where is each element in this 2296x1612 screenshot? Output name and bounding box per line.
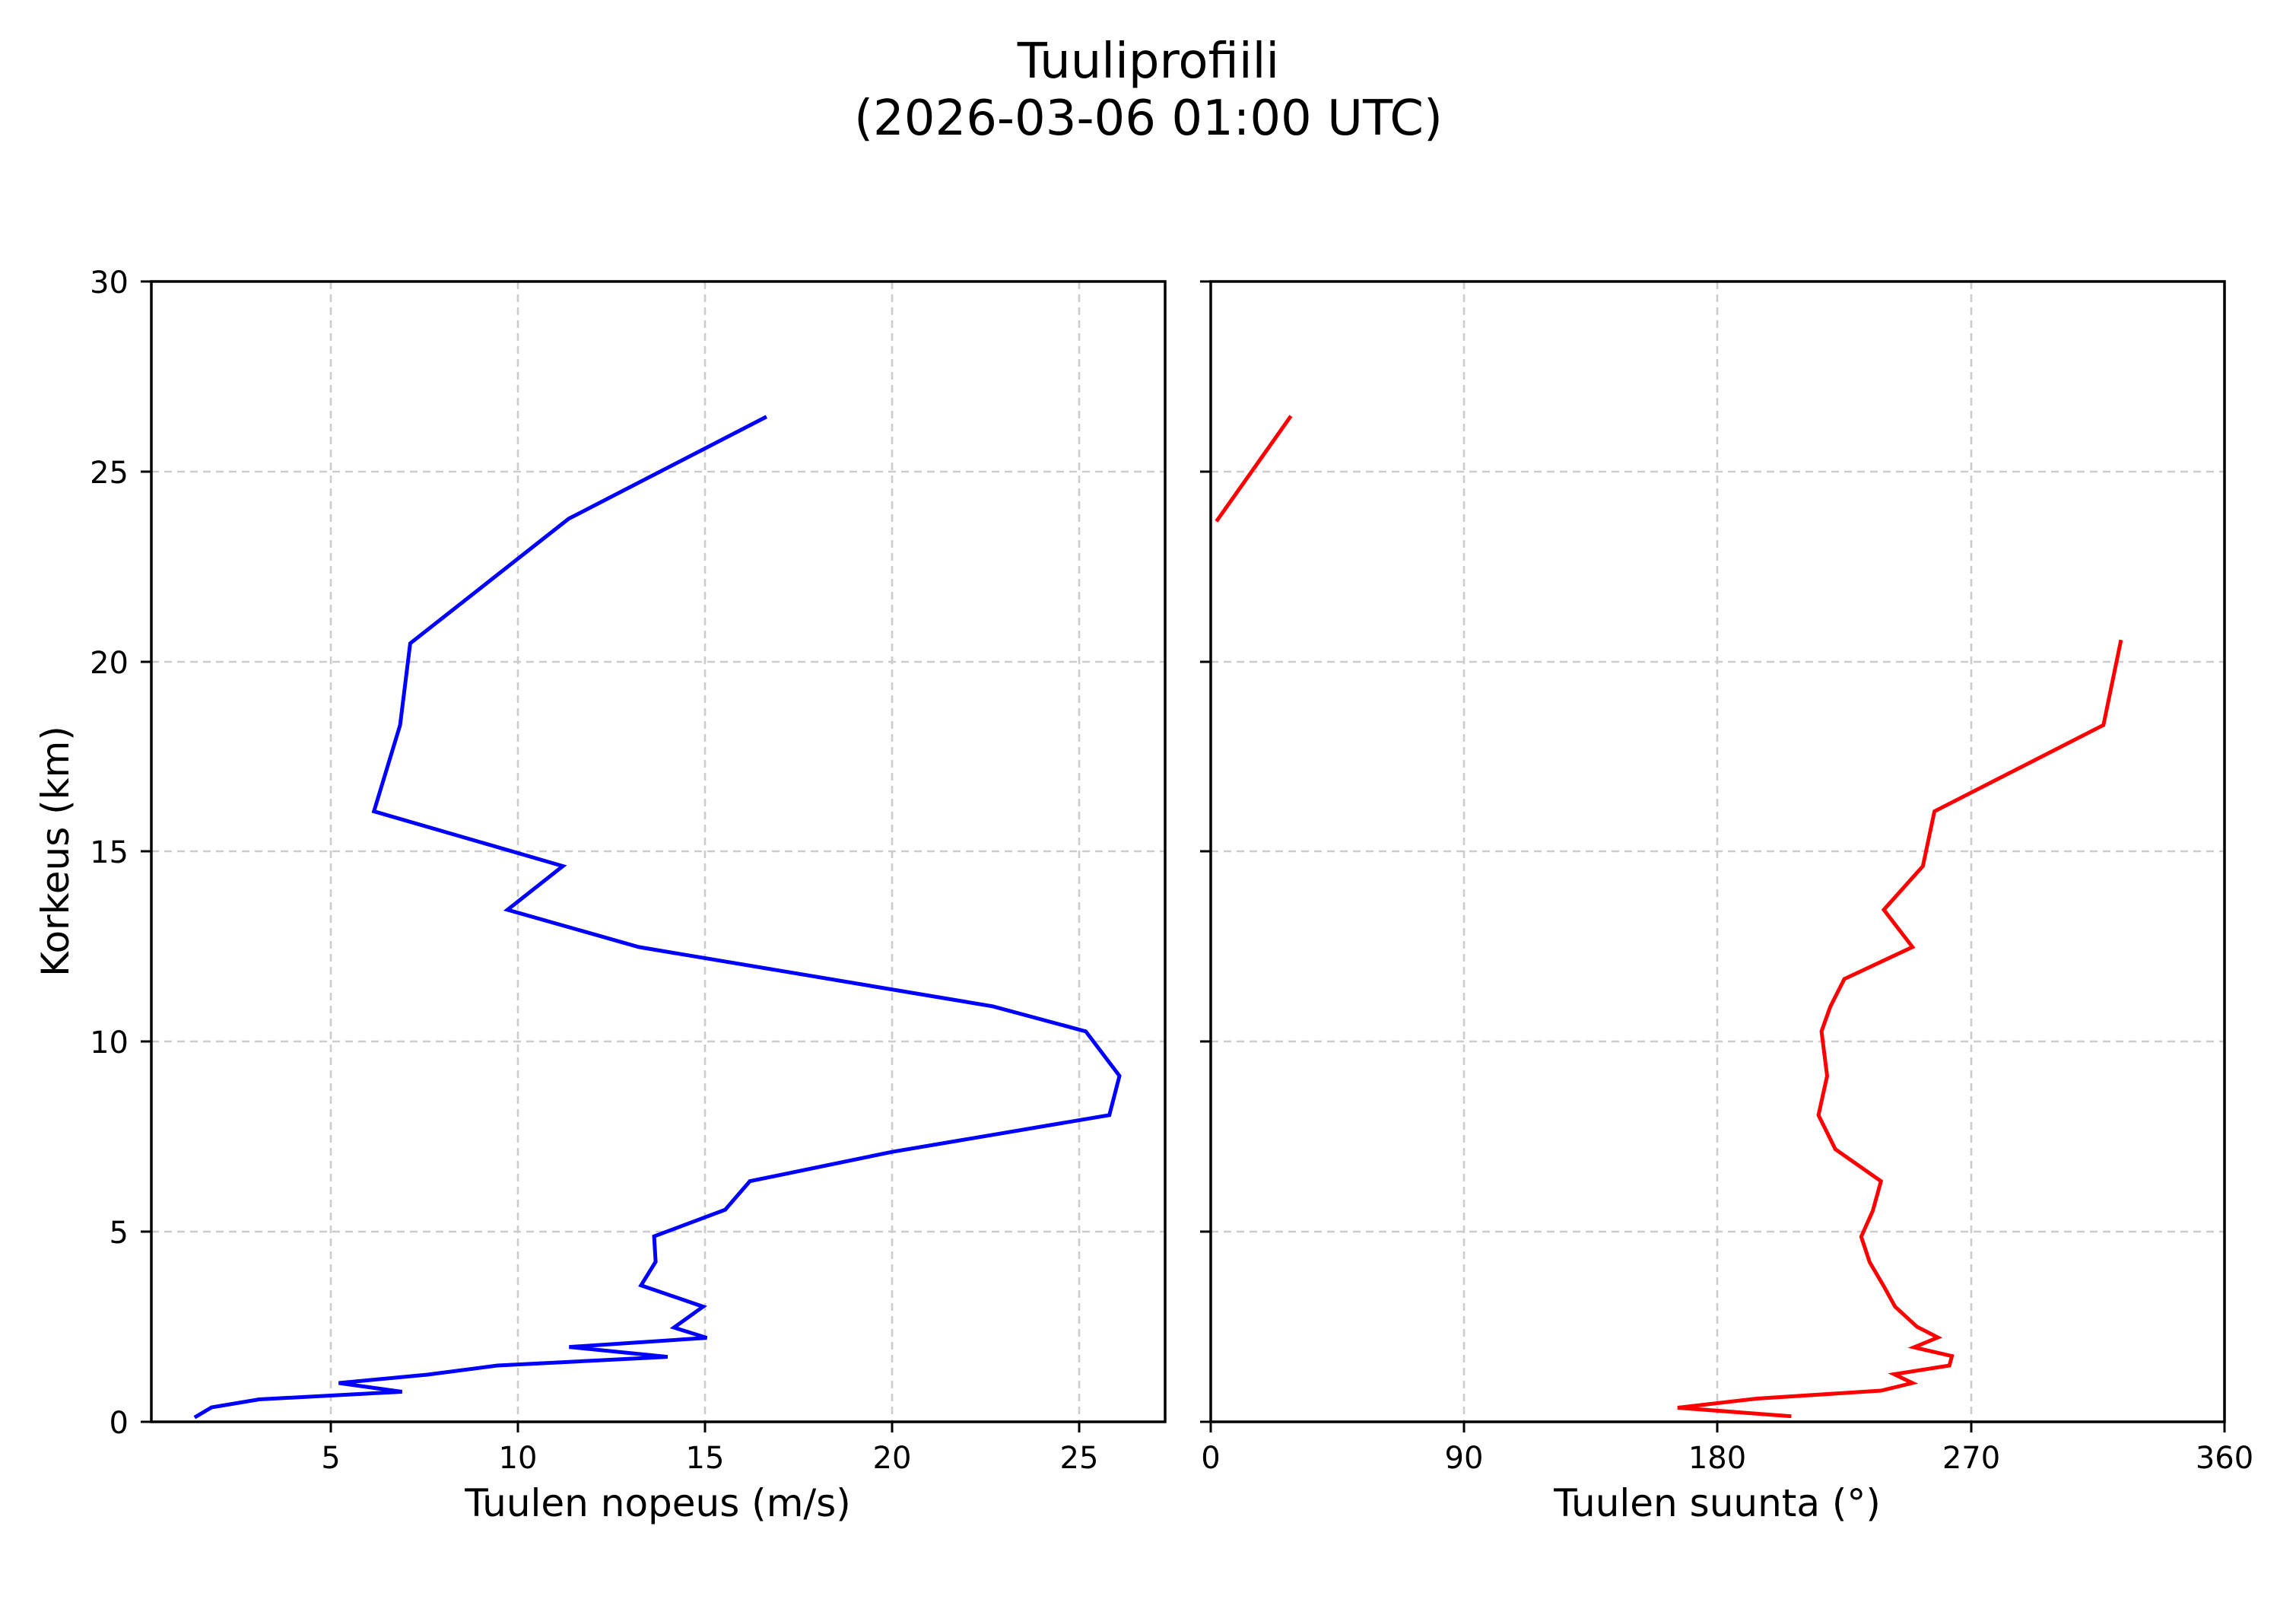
- x-tick-label: 90: [1445, 1441, 1484, 1476]
- x-tick-label: 15: [686, 1441, 725, 1476]
- y-tick-label: 5: [110, 1216, 129, 1251]
- wind-direction-x-axis-label: Tuulen suunta (°): [1553, 1481, 1881, 1525]
- x-tick-label: 5: [321, 1441, 340, 1476]
- x-tick-label: 25: [1060, 1441, 1099, 1476]
- y-tick-label: 0: [110, 1406, 129, 1441]
- x-tick-label: 20: [873, 1441, 912, 1476]
- x-tick-label: 180: [1688, 1441, 1746, 1476]
- wind-direction-segment: [1215, 415, 1293, 523]
- x-tick-label: 10: [499, 1441, 538, 1476]
- wind-direction-x-ticks: 0 90 180 270 360: [1201, 1422, 2253, 1476]
- figure-title: Tuuliprofiili: [1017, 33, 1279, 90]
- x-tick-label: 360: [2196, 1441, 2253, 1476]
- x-tick-label: 0: [1201, 1441, 1220, 1476]
- height-y-ticks: 0 5 10 15 20 25 30: [90, 265, 151, 1441]
- y-tick-label: 30: [90, 265, 129, 300]
- wind-speed-x-axis-label: Tuulen nopeus (m/s): [464, 1481, 851, 1525]
- y-tick-label: 15: [90, 835, 129, 870]
- wind-direction-y-ticks: [1200, 280, 1211, 1423]
- y-tick-label: 25: [90, 456, 129, 491]
- x-tick-label: 270: [1942, 1441, 2000, 1476]
- wind-direction-segment: [1677, 639, 2123, 1419]
- height-y-axis-label: Korkeus (km): [33, 726, 78, 977]
- figure-subtitle-timestamp: (2026-03-06 01:00 UTC): [854, 91, 1443, 147]
- wind-speed-panel: 5 10 15 20 25 0 5 10 15 20 25 30 Tuulen …: [33, 265, 1167, 1525]
- wind-direction-line: [1215, 415, 2123, 1419]
- wind-direction-grid: [1211, 281, 2225, 1422]
- wind-direction-panel: 0 90 180 270 360 Tuulen suunta (°): [1200, 280, 2253, 1525]
- wind-speed-line: [193, 415, 1122, 1420]
- y-tick-label: 10: [90, 1025, 129, 1060]
- y-tick-label: 20: [90, 646, 129, 681]
- wind-speed-x-ticks: 5 10 15 20 25: [321, 1422, 1098, 1476]
